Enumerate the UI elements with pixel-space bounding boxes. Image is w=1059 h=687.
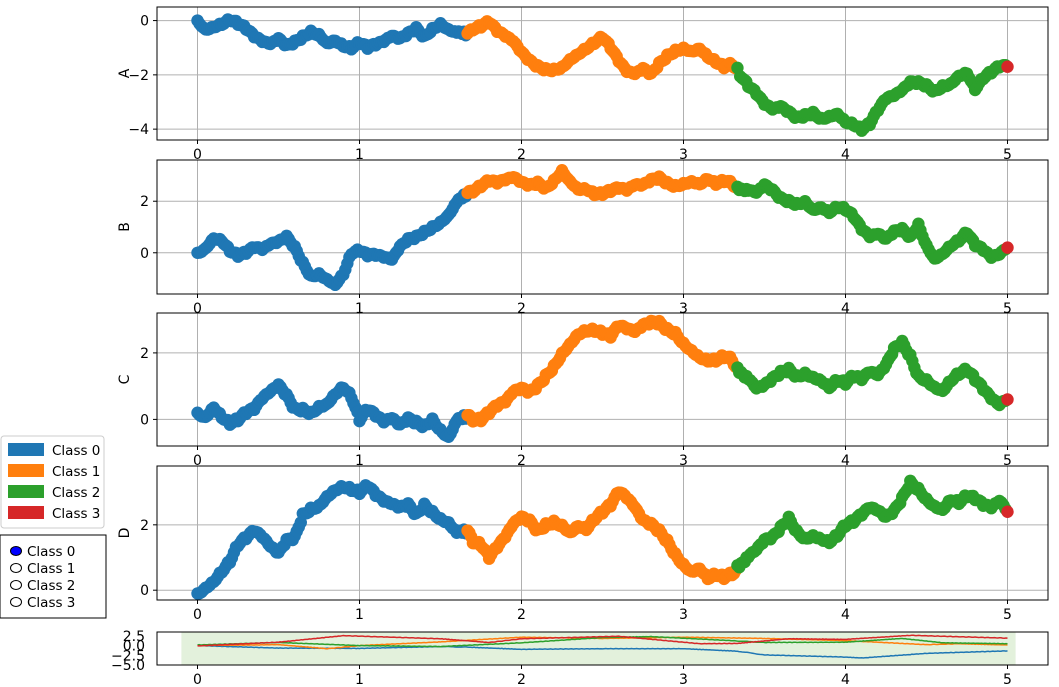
scatter-points — [191, 13, 1014, 137]
overview-y-tick-label: 0.0 — [123, 639, 145, 655]
x-tick-label: 4 — [841, 147, 850, 163]
overview-y-tick-label: −5.0 — [111, 658, 145, 674]
x-tick-label: 2 — [517, 147, 526, 163]
x-tick-label: 2 — [517, 453, 526, 469]
radio-label[interactable]: Class 1 — [27, 561, 75, 577]
y-tick-label: −2 — [128, 68, 149, 84]
y-axis-label: C — [117, 374, 133, 384]
y-tick-label: 0 — [140, 246, 149, 262]
x-tick-label: 5 — [1003, 301, 1012, 317]
overview-x-tick-label: 0 — [193, 672, 202, 687]
radio-label[interactable]: Class 2 — [27, 578, 75, 594]
overview-series-line — [197, 634, 1008, 647]
legend-box — [0, 435, 105, 529]
x-tick-label: 1 — [355, 147, 364, 163]
data-point — [1001, 60, 1014, 73]
radio-circle[interactable] — [10, 580, 22, 590]
legend-label: Class 3 — [52, 506, 100, 522]
legend-swatch — [8, 506, 44, 519]
y-tick-label: 0 — [140, 583, 149, 599]
radio-option-3[interactable]: Class 3 — [10, 595, 76, 611]
y-axis-label: B — [117, 222, 133, 232]
x-tick-label: 4 — [841, 453, 850, 469]
legend-label: Class 0 — [52, 443, 100, 459]
overview-x-tick-label: 5 — [1003, 672, 1012, 687]
x-tick-label: 4 — [841, 607, 850, 623]
panel-b: 0 1 2 3 4 5 0 2 B — [117, 159, 1049, 317]
axes-frame — [156, 159, 1049, 295]
radio-circle[interactable] — [10, 546, 22, 556]
x-tick-label: 4 — [841, 301, 850, 317]
class-legend: Class 0 Class 1 Class 2 Class 3 — [0, 435, 105, 529]
x-tick-label: 5 — [1003, 453, 1012, 469]
scatter-points — [191, 164, 1014, 292]
x-tick-label: 1 — [355, 453, 364, 469]
overview-frame — [156, 631, 1049, 666]
x-tick-label: 0 — [193, 147, 202, 163]
x-tick-label: 0 — [193, 301, 202, 317]
x-tick-label: 3 — [679, 147, 688, 163]
axes-frame — [156, 312, 1049, 447]
y-axis-label: D — [117, 528, 133, 539]
radio-option-0[interactable]: Class 0 — [10, 544, 76, 560]
x-tick-label: 1 — [355, 607, 364, 623]
radio-label[interactable]: Class 3 — [27, 595, 75, 611]
scatter-points — [191, 314, 1014, 443]
x-tick-label: 3 — [679, 453, 688, 469]
x-tick-label: 0 — [193, 453, 202, 469]
legend-swatch — [8, 443, 44, 456]
data-point — [1001, 505, 1014, 518]
axes-frame — [156, 465, 1049, 601]
x-tick-label: 3 — [679, 607, 688, 623]
x-tick-label: 2 — [517, 607, 526, 623]
y-axis-label: A — [117, 68, 133, 78]
radio-option-1[interactable]: Class 1 — [10, 561, 76, 577]
overview-x-tick-label: 2 — [517, 672, 526, 687]
overview-y-tick-label: −2.5 — [111, 648, 145, 664]
legend-swatch — [8, 464, 44, 477]
y-tick-label: 2 — [140, 518, 149, 534]
axes-frame — [156, 6, 1049, 141]
x-tick-label: 0 — [193, 607, 202, 623]
y-tick-label: 2 — [140, 346, 149, 362]
y-tick-label: 0 — [140, 14, 149, 30]
radio-circle[interactable] — [10, 563, 22, 573]
data-point — [1001, 393, 1014, 406]
radio-label[interactable]: Class 0 — [27, 544, 75, 560]
radio-circle[interactable] — [10, 597, 22, 607]
legend-swatch — [8, 485, 44, 498]
x-tick-label: 5 — [1003, 147, 1012, 163]
scatter-points — [191, 474, 1014, 600]
legend-label: Class 1 — [52, 464, 100, 480]
overview-x-tick-label: 3 — [679, 672, 688, 687]
y-tick-label: −4 — [128, 122, 149, 138]
overview-series-line — [197, 636, 1008, 650]
overview-x-tick-label: 4 — [841, 672, 850, 687]
y-tick-label: 0 — [140, 412, 149, 428]
y-tick-label: 2 — [140, 194, 149, 210]
data-point — [1001, 241, 1014, 254]
overview-panel: 0 1 2 3 4 5 2.50.0−2.5−5.0 — [111, 629, 1049, 687]
overview-y-tick-label: 2.5 — [123, 629, 145, 645]
overview-x-tick-label: 1 — [355, 672, 364, 687]
x-tick-label: 2 — [517, 301, 526, 317]
panel-a: 0 1 2 3 4 5 0 −2 −4 A — [117, 6, 1049, 163]
radio-option-2[interactable]: Class 2 — [10, 578, 76, 594]
x-tick-label: 1 — [355, 301, 364, 317]
legend-label: Class 2 — [52, 485, 100, 501]
x-tick-label: 3 — [679, 301, 688, 317]
x-tick-label: 5 — [1003, 607, 1012, 623]
panel-c: 0 1 2 3 4 5 0 2 C — [117, 312, 1049, 469]
